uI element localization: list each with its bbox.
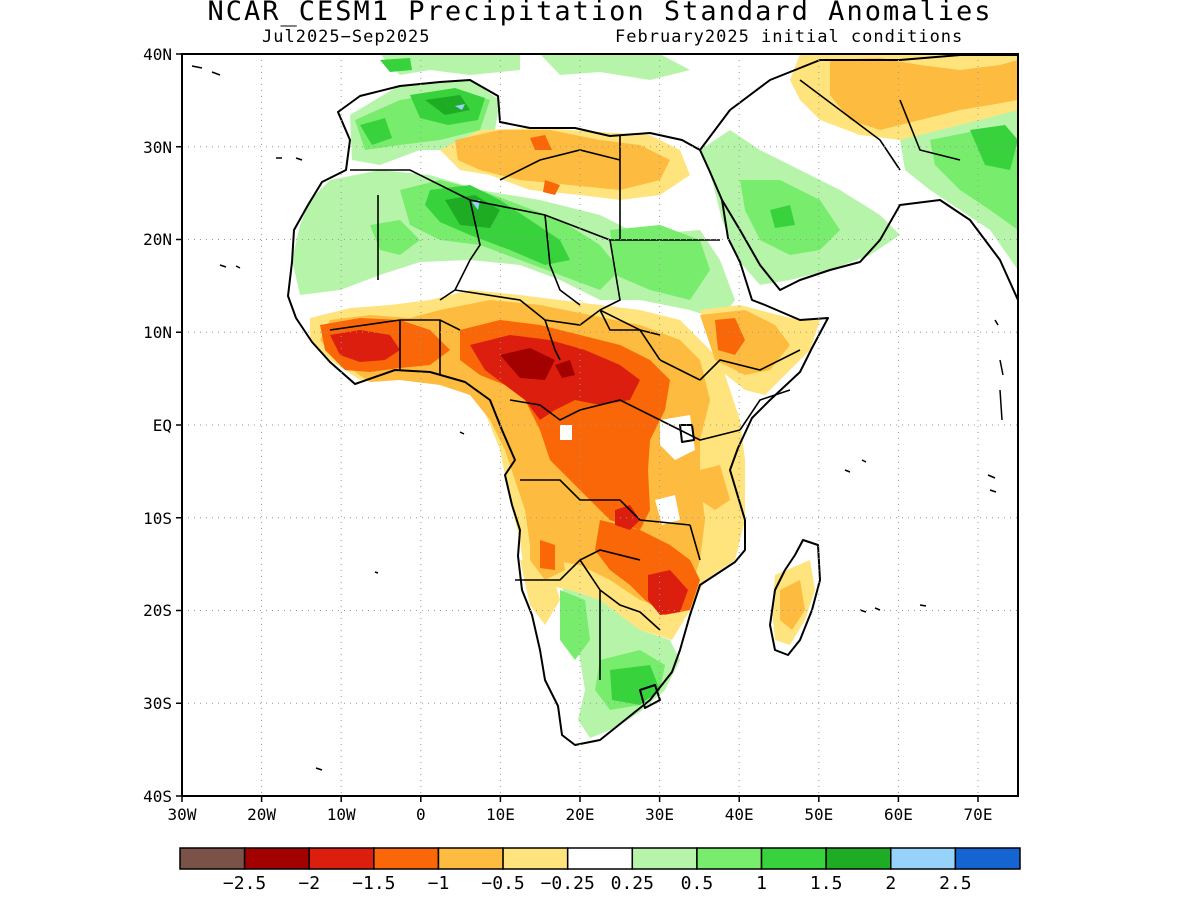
lon-label: 0 xyxy=(416,805,426,824)
lat-label: 20N xyxy=(143,230,172,249)
lat-label: EQ xyxy=(153,416,172,435)
colorbar-swatch xyxy=(308,847,375,870)
colorbar-label: 2 xyxy=(885,873,896,894)
lon-label: 20W xyxy=(247,805,276,824)
colorbar-swatch xyxy=(437,847,504,870)
chart-title: NCAR_CESM1 Precipitation Standard Anomal… xyxy=(207,0,993,27)
colorbar-label: 1 xyxy=(756,873,767,894)
lon-label: 10W xyxy=(327,805,356,824)
lat-label: 20S xyxy=(143,601,172,620)
lat-label: 40S xyxy=(143,787,172,806)
season-label: Jul2025−Sep2025 xyxy=(262,27,431,47)
latitude-labels: 40N 30N 20N 10N EQ 10S 20S 30S 40S xyxy=(143,45,172,806)
colorbar-label: −2.5 xyxy=(223,873,266,894)
colorbar-label: 0.25 xyxy=(611,873,654,894)
lon-label: 70E xyxy=(964,805,993,824)
lon-label: 10E xyxy=(486,805,515,824)
colorbar-swatch xyxy=(373,847,440,870)
longitude-labels: 30W 20W 10W 0 10E 20E 30E 40E 50E 60E 70… xyxy=(168,805,993,824)
lat-label: 30N xyxy=(143,138,172,157)
initial-conditions-label: February2025 initial conditions xyxy=(615,27,964,47)
lat-label: 10S xyxy=(143,509,172,528)
lon-label: 20E xyxy=(566,805,595,824)
colorbar-label: 0.5 xyxy=(681,873,714,894)
colorbar-label: −1.5 xyxy=(352,873,395,894)
colorbar-label: −0.25 xyxy=(541,873,595,894)
colorbar-labels: −2.5 −2 −1.5 −1 −0.5 −0.25 0.25 0.5 1 1.5 2 2.5 xyxy=(223,873,972,894)
colorbar-swatch xyxy=(954,847,1021,870)
colorbar-label: −2 xyxy=(298,873,320,894)
colorbar-swatch xyxy=(825,847,892,870)
lat-label: 30S xyxy=(143,694,172,713)
lat-label: 40N xyxy=(143,45,172,64)
colorbar-swatch xyxy=(890,847,957,870)
lon-label: 60E xyxy=(884,805,913,824)
lon-label: 50E xyxy=(804,805,833,824)
lat-label: 10N xyxy=(143,323,172,342)
colorbar-swatch xyxy=(502,847,569,870)
lon-label: 40E xyxy=(725,805,754,824)
colorbar-label: 2.5 xyxy=(939,873,972,894)
colorbar-swatch xyxy=(760,847,827,870)
anomaly-field xyxy=(191,54,1018,771)
colorbar-swatch xyxy=(566,847,634,870)
tick-marks xyxy=(176,53,979,802)
lon-label: 30E xyxy=(645,805,674,824)
colorbar-swatch xyxy=(243,847,310,870)
lon-label: 30W xyxy=(168,805,197,824)
graticule xyxy=(182,54,1018,796)
colorbar-label: −1 xyxy=(428,873,450,894)
colorbar xyxy=(179,847,1021,870)
colorbar-swatch xyxy=(696,847,763,870)
colorbar-label: −0.5 xyxy=(481,873,524,894)
colorbar-swatch xyxy=(179,847,246,870)
colorbar-label: 1.5 xyxy=(810,873,843,894)
colorbar-swatch xyxy=(631,847,698,870)
